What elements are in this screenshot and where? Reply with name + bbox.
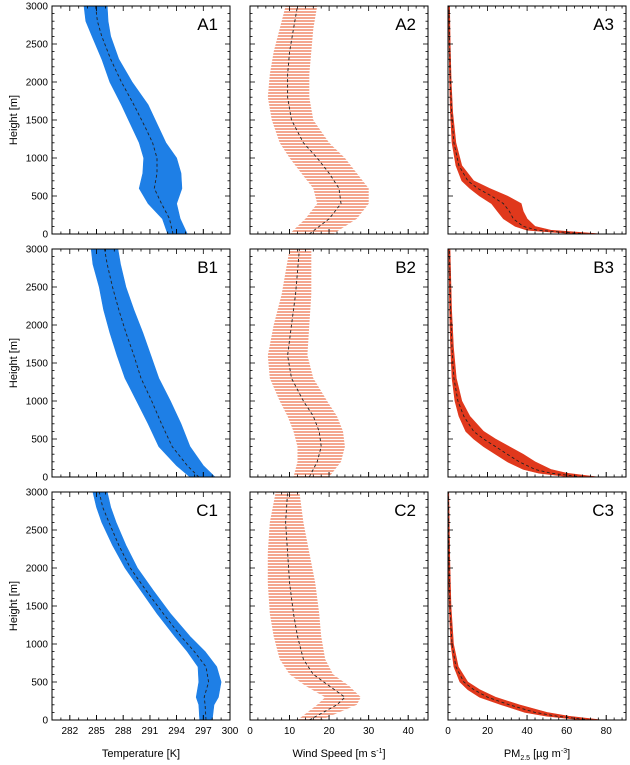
mean-line-b1 bbox=[104, 249, 200, 477]
panel-frame-b3 bbox=[447, 248, 627, 478]
panel-a3: A3 bbox=[447, 5, 627, 235]
panel-c3: C3 bbox=[447, 491, 627, 721]
x-tick-label: 0 bbox=[445, 726, 451, 737]
mean-line-c2 bbox=[285, 492, 346, 720]
y-tick-label: 1000 bbox=[26, 640, 49, 651]
mean-line-a1 bbox=[95, 6, 174, 234]
mean-line-c3 bbox=[448, 492, 591, 720]
hatch-lines-c2 bbox=[250, 492, 428, 720]
spread-band-b2 bbox=[267, 249, 345, 477]
y-tick-label: 0 bbox=[42, 473, 48, 484]
x-tick-label: 291 bbox=[142, 726, 159, 737]
y-tick-label: 1500 bbox=[26, 116, 49, 127]
y-tick-label: 2000 bbox=[26, 564, 49, 575]
y-axis-title: Height [m] bbox=[8, 338, 20, 388]
y-tick-label: 2500 bbox=[26, 283, 49, 294]
panel-label-a2: A2 bbox=[395, 15, 416, 34]
x-tick-label: 288 bbox=[115, 726, 132, 737]
y-tick-label: 0 bbox=[42, 230, 48, 241]
panel-frame-c3 bbox=[447, 491, 627, 721]
y-tick-label: 500 bbox=[31, 678, 48, 689]
spread-band-b1 bbox=[90, 249, 216, 477]
x-tick-label: 300 bbox=[222, 726, 239, 737]
y-tick-label: 500 bbox=[31, 435, 48, 446]
y-tick-label: 2000 bbox=[26, 321, 49, 332]
panel-label-c3: C3 bbox=[592, 501, 614, 520]
panel-frame-a3 bbox=[447, 5, 627, 235]
y-axis-title: Height [m] bbox=[8, 95, 20, 145]
x-axis-title-temperature: Temperature [K] bbox=[102, 748, 180, 760]
x-tick-label: 40 bbox=[522, 726, 534, 737]
panel-c1: C1 bbox=[51, 491, 231, 721]
hatch-lines-a2 bbox=[250, 6, 428, 234]
spread-band-a1 bbox=[83, 6, 188, 234]
y-tick-label: 3000 bbox=[26, 2, 49, 13]
x-axis-title-pm25: PM2.5 [µg m-3] bbox=[504, 748, 570, 762]
x-tick-label: 297 bbox=[195, 726, 212, 737]
panel-a1: A1 bbox=[51, 5, 231, 235]
mean-line-a2 bbox=[287, 6, 342, 234]
x-tick-label: 285 bbox=[88, 726, 105, 737]
mean-line-a3 bbox=[448, 6, 587, 234]
spread-band-c2 bbox=[267, 492, 361, 720]
x-tick-label: 80 bbox=[601, 726, 613, 737]
panels-layer: A1 A2 A3 B1 B2 B3 C1 C2 C3 bbox=[51, 5, 627, 721]
x-tick-label: 0 bbox=[247, 726, 253, 737]
panel-c2: C2 bbox=[249, 491, 429, 721]
panel-a2: A2 bbox=[249, 5, 429, 235]
y-tick-label: 3000 bbox=[26, 488, 49, 499]
spread-band-c3 bbox=[448, 492, 603, 720]
y-tick-label: 1000 bbox=[26, 154, 49, 165]
panel-b2: B2 bbox=[249, 248, 429, 478]
mean-line-b3 bbox=[448, 249, 583, 477]
spread-band-a3 bbox=[448, 6, 603, 234]
mean-line-b2 bbox=[287, 249, 322, 477]
panel-label-a3: A3 bbox=[593, 15, 614, 34]
panel-label-b3: B3 bbox=[593, 258, 614, 277]
panel-label-c2: C2 bbox=[394, 501, 416, 520]
x-tick-label: 10 bbox=[284, 726, 296, 737]
x-tick-label: 294 bbox=[168, 726, 185, 737]
y-axis-title: Height [m] bbox=[8, 581, 20, 631]
panel-label-a1: A1 bbox=[197, 15, 218, 34]
x-tick-label: 60 bbox=[561, 726, 573, 737]
x-axis-title-wind: Wind Speed [m s-1] bbox=[292, 748, 385, 760]
panel-label-c1: C1 bbox=[196, 501, 218, 520]
y-tick-label: 3000 bbox=[26, 245, 49, 256]
y-tick-label: 500 bbox=[31, 192, 48, 203]
x-tick-label: 20 bbox=[324, 726, 336, 737]
spread-band-b3 bbox=[448, 249, 599, 477]
panel-label-b2: B2 bbox=[395, 258, 416, 277]
spread-band-a2 bbox=[267, 6, 369, 234]
y-tick-label: 1000 bbox=[26, 397, 49, 408]
y-tick-label: 2500 bbox=[26, 40, 49, 51]
spread-band-c1 bbox=[92, 492, 222, 720]
y-tick-label: 2500 bbox=[26, 526, 49, 537]
hatch-lines-b2 bbox=[250, 249, 428, 477]
y-tick-label: 1500 bbox=[26, 602, 49, 613]
x-tick-label: 40 bbox=[403, 726, 415, 737]
x-tick-label: 282 bbox=[61, 726, 78, 737]
y-tick-label: 2000 bbox=[26, 78, 49, 89]
y-tick-label: 1500 bbox=[26, 359, 49, 370]
y-tick-label: 0 bbox=[42, 716, 48, 727]
panel-b1: B1 bbox=[51, 248, 231, 478]
panel-b3: B3 bbox=[447, 248, 627, 478]
panel-label-b1: B1 bbox=[197, 258, 218, 277]
x-tick-label: 20 bbox=[482, 726, 494, 737]
x-tick-label: 30 bbox=[363, 726, 375, 737]
